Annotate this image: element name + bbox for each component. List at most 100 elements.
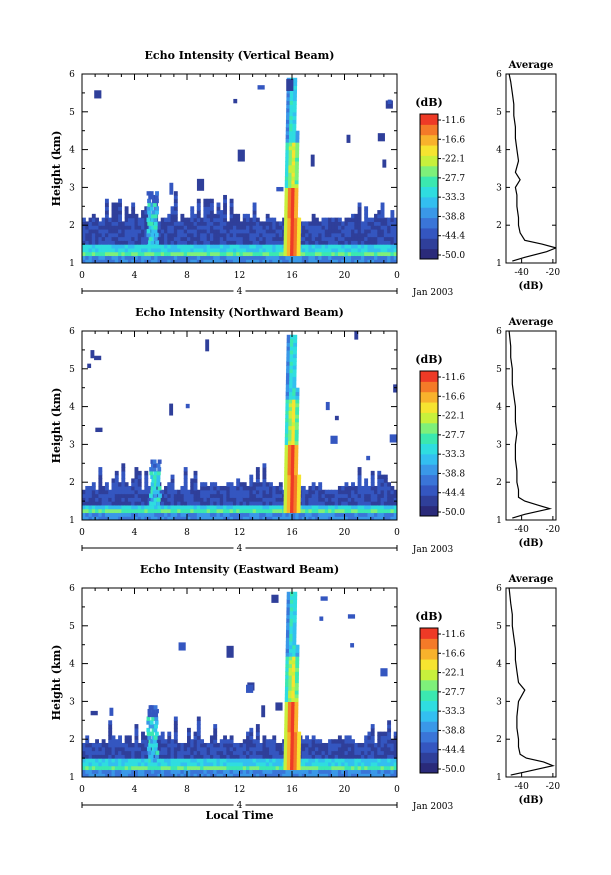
heatmap-cell (289, 123, 294, 128)
heatmap-cell (289, 338, 294, 343)
heatmap-cell (347, 758, 352, 763)
heatmap-cell (147, 202, 152, 207)
heatmap-cell (229, 255, 234, 260)
heatmap-cell (104, 217, 109, 223)
heatmap-cell (246, 746, 250, 752)
heatmap-cell (387, 765, 392, 771)
heatmap-cell (284, 210, 289, 215)
heatmap-cell (298, 255, 303, 260)
heatmap-cell (344, 754, 349, 759)
heatmap-cell (203, 206, 208, 211)
heatmap-cell (272, 236, 277, 241)
heatmap-cell (289, 599, 294, 604)
heatmap-cell (249, 761, 254, 767)
heatmap-cell (249, 217, 254, 223)
heatmap-cell (390, 501, 395, 506)
heatmap-cell (242, 765, 247, 771)
heatmap-cell (278, 508, 283, 514)
heatmap-cell (216, 504, 221, 510)
heatmap-cell (114, 470, 119, 476)
heatmap-cell (265, 213, 270, 219)
heatmap-cell (318, 247, 323, 253)
heatmap-cell (311, 735, 316, 740)
heatmap-cell (290, 750, 295, 755)
heatmap-cell (144, 489, 149, 495)
heatmap-cell (118, 742, 122, 748)
heatmap-cell (289, 357, 294, 362)
heatmap-cell (85, 251, 90, 257)
heatmap-cell (351, 228, 355, 234)
heatmap-cell (331, 746, 336, 752)
heatmap-cell (265, 485, 270, 491)
heatmap-cell (124, 739, 129, 744)
heatmap-cell (321, 501, 326, 506)
heatmap-cell (193, 236, 198, 241)
heatmap-cell (206, 497, 211, 502)
heatmap-cell (377, 485, 382, 491)
heatmap-cell (295, 659, 300, 665)
heatmap-cell (148, 213, 153, 219)
heatmap-cell (269, 240, 273, 245)
heatmap-cell (374, 504, 378, 510)
heatmap-cell (292, 625, 297, 631)
heatmap-cell (173, 720, 178, 725)
heatmap-cell (321, 497, 326, 502)
y-tick-label: 2 (69, 735, 75, 745)
heatmap-cell (380, 504, 385, 510)
heatmap-cell (308, 232, 313, 238)
heatmap-cell (249, 240, 254, 245)
heatmap-cell (154, 247, 159, 253)
heatmap-cell (383, 501, 388, 506)
heatmap-cell (223, 255, 227, 260)
heatmap-cell (377, 478, 382, 483)
heatmap-cell (147, 735, 152, 740)
heatmap-cell (255, 244, 260, 249)
heatmap-cell (287, 742, 292, 748)
heatmap-cell (223, 240, 227, 245)
heatmap-cell (311, 758, 316, 763)
avg-y-tick-label: 1 (496, 259, 502, 269)
colorbar-swatch (420, 227, 438, 239)
heatmap-cell (272, 512, 277, 517)
heatmap-cell (255, 754, 260, 759)
heatmap-cell (160, 746, 165, 752)
heatmap-cell (146, 746, 151, 752)
heatmap-cell (275, 485, 280, 491)
heatmap-cell (374, 746, 378, 752)
heatmap-cell (153, 727, 158, 733)
heatmap-cell (289, 380, 294, 385)
heatmap-cell (114, 765, 119, 771)
heatmap-cell (239, 493, 244, 498)
heatmap-cell (246, 493, 250, 498)
heatmap-cell (134, 512, 139, 517)
heatmap-cell (173, 731, 178, 737)
heatmap-cell (127, 765, 132, 771)
heatmap-cell (88, 516, 93, 520)
heatmap-cell (334, 232, 339, 238)
heatmap-cell (164, 750, 168, 755)
heatmap-cell (114, 206, 119, 211)
heatmap-cell (380, 739, 385, 744)
heatmap-cell (334, 765, 339, 771)
heatmap-cell (219, 213, 224, 219)
heatmap-cell (173, 191, 178, 196)
colorbar-label: -27.7 (442, 688, 465, 698)
heatmap-cell (341, 512, 346, 517)
heatmap-cell (252, 251, 257, 257)
heatmap-cell (331, 504, 336, 510)
heatmap-cell (213, 236, 218, 241)
heatmap-cell (314, 244, 319, 249)
heatmap-cell (331, 761, 336, 767)
heatmap-cell (265, 493, 270, 498)
heatmap-cell (334, 508, 339, 514)
heatmap-cell (160, 516, 165, 520)
heatmap-cell (216, 754, 221, 759)
heatmap-cell (137, 221, 142, 226)
heatmap-cell (287, 708, 292, 714)
heatmap-cell (170, 504, 175, 510)
heatmap-cell (118, 259, 122, 263)
heatmap-cell (183, 497, 188, 502)
colorbar-swatch (420, 155, 438, 167)
heatmap-cell (95, 217, 100, 223)
heatmap-cell (249, 225, 254, 230)
